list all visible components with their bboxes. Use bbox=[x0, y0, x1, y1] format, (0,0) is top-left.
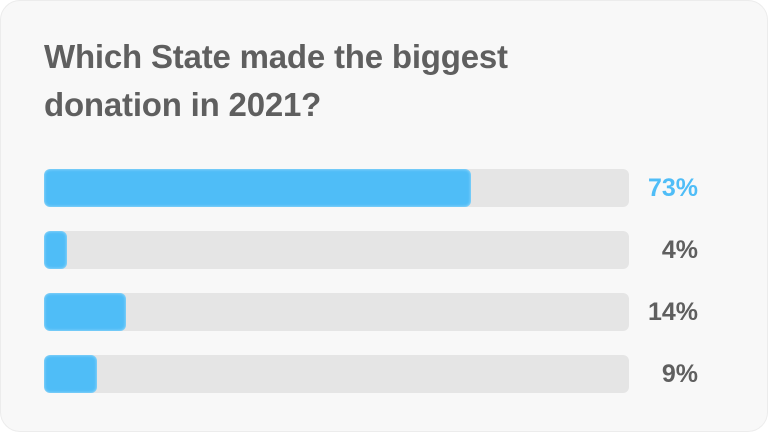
poll-question: Which State made the biggest donation in… bbox=[44, 38, 508, 123]
poll-option-fill bbox=[44, 169, 472, 207]
poll-option-track bbox=[44, 293, 629, 331]
poll-option-fill bbox=[44, 293, 126, 331]
poll-option-track bbox=[44, 231, 629, 269]
poll-option-track bbox=[44, 169, 629, 207]
poll-option[interactable]: 9% bbox=[44, 355, 744, 393]
poll-option[interactable]: 14% bbox=[44, 293, 744, 331]
poll-option-percent: 9% bbox=[661, 360, 698, 388]
poll-option-percent: 14% bbox=[647, 298, 698, 326]
poll-option-percent: 4% bbox=[661, 236, 698, 264]
poll-option[interactable]: 4% bbox=[44, 231, 744, 269]
poll-option-fill bbox=[44, 355, 97, 393]
poll-options: 73% 4% 14% 9% bbox=[44, 169, 744, 417]
poll-option-track bbox=[44, 355, 629, 393]
poll-option[interactable]: 73% bbox=[44, 169, 744, 207]
poll-option-fill bbox=[44, 231, 68, 269]
poll-option-percent: 73% bbox=[647, 174, 698, 202]
